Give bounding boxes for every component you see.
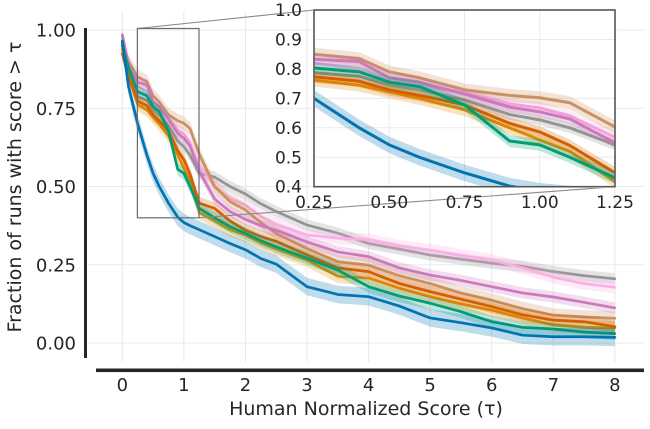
y-tick-label: 0.00 <box>36 334 76 355</box>
inset-y-tick-label: 0.5 <box>275 148 302 168</box>
zoom-connector-top <box>137 9 315 30</box>
main-series-curves <box>120 29 617 347</box>
inset-series-line-magenta-series <box>314 57 615 145</box>
inset-series-line-orange-series <box>314 78 615 183</box>
series-line-tan-series <box>120 41 617 320</box>
series-line-blue-series <box>120 39 617 339</box>
x-tick-label: 3 <box>301 375 312 396</box>
zoom-region-rect <box>136 27 200 219</box>
inset-series-line-blue-series <box>314 97 519 186</box>
inset-series-line-gray-series <box>314 71 615 147</box>
inset-series-line-dark-orange-series <box>314 75 615 175</box>
inset-series-band-gray-series <box>314 67 615 150</box>
inset-y-tick-label: 0.6 <box>275 119 302 139</box>
inset-x-tick-label: 0.25 <box>295 193 333 213</box>
zoom-connector-bottom <box>198 186 616 219</box>
inset-y-tick-label: 0.8 <box>275 60 302 80</box>
inset-y-tick-label: 0.4 <box>275 178 302 198</box>
inset-series-band-dark-orange-series <box>314 71 615 179</box>
x-tick-label: 4 <box>363 375 374 396</box>
inset-series-line-tan-series <box>314 52 615 129</box>
inset-series-curves <box>314 47 615 186</box>
series-line-dark-orange-series <box>120 52 617 329</box>
y-tick-label: 0.25 <box>36 255 76 276</box>
y-axis-title: Fraction of runs with score > τ <box>4 42 26 333</box>
series-line-orange-series <box>120 47 617 330</box>
y-tick-label: 1.00 <box>36 21 76 42</box>
x-tick-label: 6 <box>486 375 497 396</box>
inset-x-tick-label: 1.00 <box>521 193 559 213</box>
inset-x-tick-label: 0.50 <box>370 193 408 213</box>
series-line-green-series <box>120 44 617 335</box>
x-tick-label: 5 <box>424 375 435 396</box>
inset-x-tick-label: 0.75 <box>446 193 484 213</box>
series-band-tan-series <box>122 35 615 326</box>
tick-labels: 0 1 2 3 4 5 6 7 8 0.00 0.25 0.50 0.75 1.00 0.25 0.50 0.7… <box>36 1 634 396</box>
series-band-pink-series <box>122 31 615 294</box>
x-tick-label: 1 <box>178 375 189 396</box>
x-axis-title: Human Normalized Score (τ) <box>229 398 503 420</box>
series-band-dark-orange-series <box>122 47 615 333</box>
x-tick-label: 8 <box>609 375 620 396</box>
series-band-orange-series <box>122 41 615 335</box>
inset-y-tick-label: 1.0 <box>275 1 302 21</box>
y-tick-label: 0.75 <box>36 99 76 120</box>
x-tick-label: 2 <box>240 375 251 396</box>
inset-series-line-green-series <box>314 66 615 180</box>
y-tick-label: 0.50 <box>36 177 76 198</box>
series-line-pink-series <box>120 36 617 289</box>
x-tick-label: 0 <box>117 375 128 396</box>
x-tick-label: 7 <box>548 375 559 396</box>
inset-x-tick-label: 1.25 <box>596 193 634 213</box>
inset-series-band-green-series <box>314 62 615 184</box>
inset-y-tick-label: 0.7 <box>275 89 302 109</box>
inset-y-tick-label: 0.9 <box>275 30 302 50</box>
series-line-magenta-series <box>120 33 617 310</box>
x-axis-spine <box>96 368 644 373</box>
y-axis-spine <box>84 28 87 358</box>
inset-border <box>313 9 616 188</box>
series-line-gray-series <box>120 42 617 281</box>
inset-series-line-pink-series <box>314 61 615 139</box>
zoom-indicator <box>136 9 616 219</box>
